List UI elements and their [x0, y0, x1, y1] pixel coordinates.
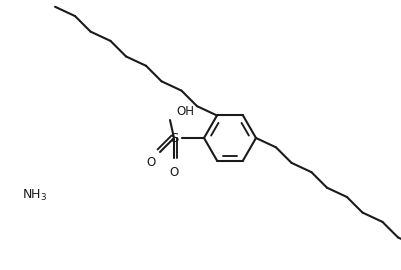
- Text: OH: OH: [176, 105, 194, 118]
- Text: NH$_3$: NH$_3$: [22, 187, 47, 202]
- Text: O: O: [146, 156, 156, 169]
- Text: O: O: [169, 166, 178, 179]
- Text: S: S: [169, 131, 178, 144]
